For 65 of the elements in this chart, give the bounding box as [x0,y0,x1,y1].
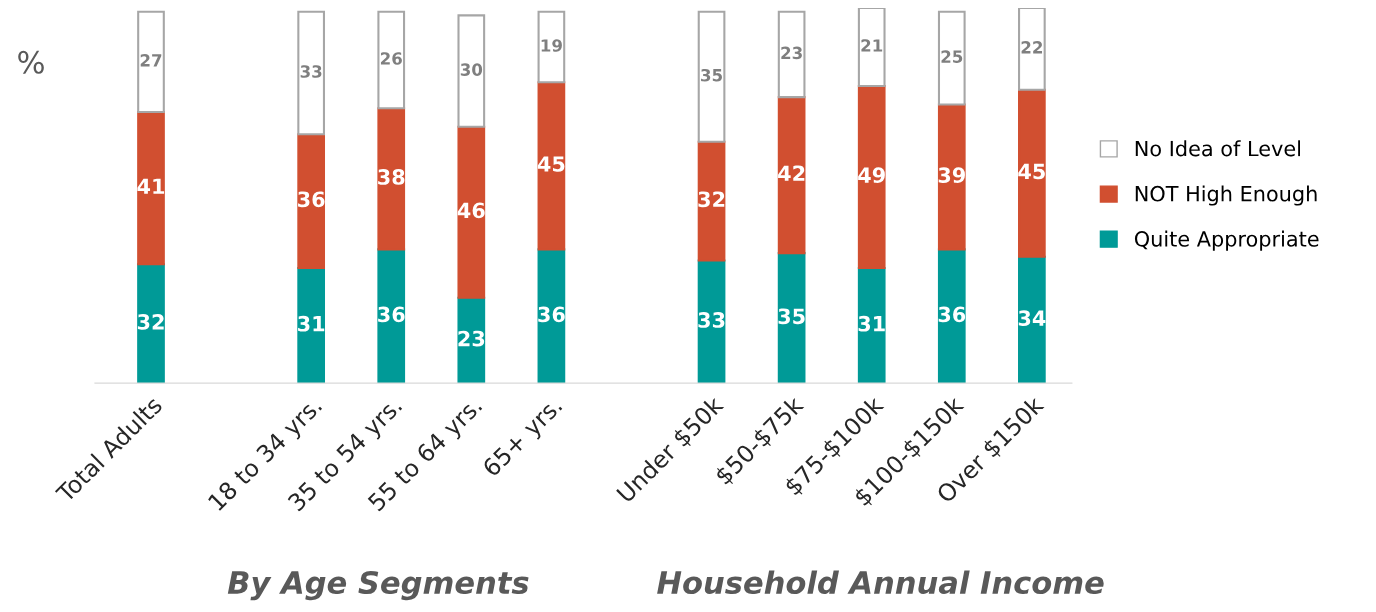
data-label: 45 [1018,163,1045,180]
legend-label: Quite Appropriate [1134,230,1319,251]
data-label: 32 [137,313,164,330]
data-label: 35 [701,68,722,82]
bar [697,10,726,143]
text: By Age Segments [227,570,529,601]
x-tick-label: 65+ yrs. [481,396,566,481]
bar [777,96,806,255]
legend-label: NOT High Enough [1135,185,1317,206]
bar [457,14,486,128]
data-label: 25 [941,50,963,63]
data-label: 46 [457,202,485,219]
bar [137,263,165,384]
data-label: 35 [778,308,805,325]
data-label: 19 [541,39,562,52]
data-label: 36 [378,306,405,323]
data-label: 26 [380,52,402,65]
bar [537,81,566,251]
data-label: 23 [458,330,485,347]
bar [1018,88,1046,258]
data-label: 34 [1018,310,1046,327]
bar [137,110,165,266]
data-label: 49 [858,167,885,184]
data-label: 42 [778,165,805,181]
bar [857,84,886,270]
bar [457,125,486,299]
bar [1018,255,1046,384]
data-label: 36 [298,191,325,208]
data-label: 36 [938,306,966,323]
bar [137,10,165,113]
data-label: 38 [378,169,405,185]
data-label: 30 [460,63,483,76]
data-label: 39 [938,167,965,184]
bar [297,266,326,384]
bar [1018,7,1046,91]
data-label: 41 [137,178,165,194]
bar [937,103,966,251]
data-label: 22 [1021,41,1043,54]
text: Household Annual Income [657,570,1104,595]
data-label: 31 [858,315,885,332]
bar [937,248,966,384]
y-axis-title: % [18,50,44,74]
data-label: 31 [298,315,325,332]
bar [937,10,966,106]
bar [377,248,406,384]
bar [377,10,406,110]
bar [537,248,566,384]
bar [697,140,726,262]
data-label: 36 [538,306,565,323]
bar [777,10,806,99]
bar [297,133,326,270]
legend-label: No Idea of Level [1135,140,1301,157]
bar [377,107,406,251]
data-label: 27 [140,54,162,67]
data-label: 33 [300,65,322,78]
data-label: 32 [698,191,725,208]
bar [537,10,566,84]
bar [297,10,326,136]
bar [857,266,886,384]
bar [777,252,806,384]
data-label: 23 [781,46,802,60]
data-label: 33 [698,312,725,328]
data-label: 21 [861,39,883,52]
data-label: 45 [537,156,565,172]
bar [857,7,886,87]
